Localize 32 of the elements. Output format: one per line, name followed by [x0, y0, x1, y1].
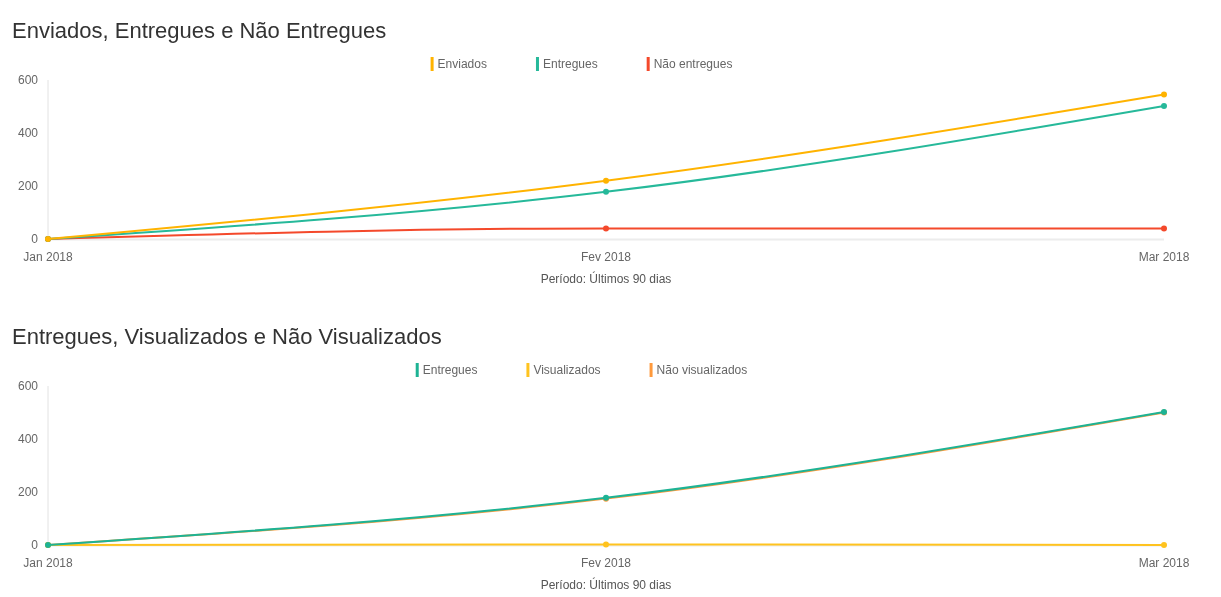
point	[603, 177, 609, 184]
point	[603, 541, 609, 548]
y-tick-label: 200	[17, 485, 39, 500]
x-tick-label: Jan 2018	[23, 250, 74, 264]
point	[1161, 225, 1167, 232]
x-axis-title: Período: Últimos 90 dias	[540, 577, 672, 592]
y-tick-label: 0	[31, 538, 39, 553]
chart-title: Entregues, Visualizados e Não Visualizados	[12, 324, 442, 349]
y-tick-label: 400	[17, 126, 39, 141]
point	[1161, 102, 1167, 109]
x-tick-label: Mar 2018	[1138, 556, 1190, 570]
legend-label: Não visualizados	[656, 363, 748, 377]
point	[603, 188, 609, 195]
x-tick-label: Jan 2018	[23, 556, 74, 570]
y-tick-label: 200	[17, 179, 39, 194]
x-tick-label: Mar 2018	[1138, 250, 1190, 264]
point	[603, 225, 609, 232]
legend-label: Enviados	[437, 57, 487, 71]
y-tick-label: 600	[17, 379, 39, 394]
chart-title: Enviados, Entregues e Não Entregues	[12, 18, 387, 43]
legend-label: Entregues	[422, 363, 478, 377]
point	[1161, 91, 1167, 98]
legend-label: Não entregues	[653, 57, 733, 71]
y-tick-label: 600	[17, 73, 39, 88]
legend-label: Entregues	[542, 57, 598, 71]
x-tick-label: Fev 2018	[580, 250, 632, 264]
point	[1161, 542, 1167, 548]
x-tick-label: Fev 2018	[580, 556, 632, 570]
legend-label: Visualizados	[533, 363, 601, 377]
x-axis-title: Período: Últimos 90 dias	[540, 271, 672, 286]
y-tick-label: 0	[31, 232, 39, 247]
y-tick-label: 400	[17, 432, 39, 447]
